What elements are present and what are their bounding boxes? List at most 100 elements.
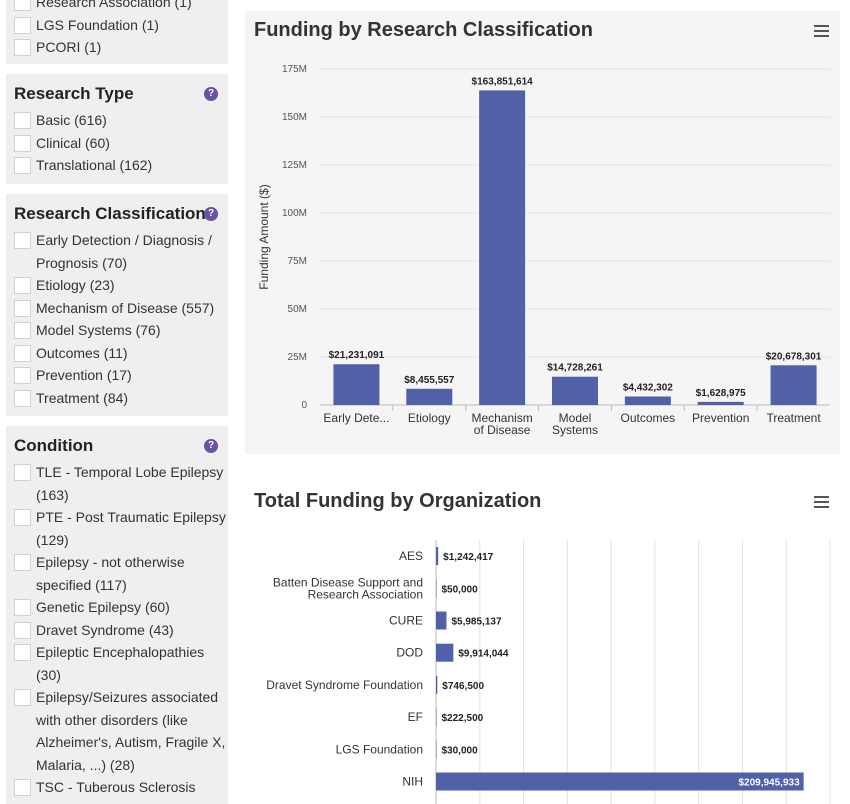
option-label: specified (117) [36,576,127,593]
y-tick-label: 125M [282,160,307,171]
data-label: $163,851,614 [472,76,534,87]
y-tick-label: Research Association [308,587,423,601]
bar [770,365,817,405]
condition-option[interactable]: PTE - Post Traumatic Epilepsy (129) [14,506,226,551]
option-label: LGS Foundation (1) [36,16,159,33]
data-label: $4,432,302 [623,382,673,393]
option-label: Malaria, ...) (28) [36,756,135,773]
research-type-help-icon[interactable]: ? [204,87,218,101]
funder-filter-panel: Research Association (1) LGS Foundation (… [6,0,228,64]
bar [479,90,526,405]
data-label: $1,628,975 [696,388,746,399]
x-tick-label: Etiology [408,411,451,425]
option-label: Mechanism of Disease (557) [36,299,215,316]
checkbox[interactable] [14,0,31,11]
checkbox[interactable] [14,112,31,129]
y-tick-label: LGS Foundation [336,742,423,756]
funder-option[interactable]: PCORI (1) [14,36,222,59]
condition-option[interactable]: Genetic Epilepsy (60) [14,596,222,619]
x-tick-label: Prevention [692,411,749,425]
research-classification-option[interactable]: Mechanism of Disease (557) [14,297,222,320]
data-label: $1,242,417 [443,552,493,563]
checkbox[interactable] [14,509,31,526]
y-tick-label: 50M [288,304,307,315]
checkbox[interactable] [14,464,31,481]
condition-option[interactable]: Epilepsy - not otherwise specified (117) [14,551,222,596]
data-label: $5,985,137 [451,617,501,628]
checkbox[interactable] [14,299,31,317]
condition-option[interactable]: Epileptic Encephalopathies (30) [14,641,222,686]
option-label: with other disorders (like [36,711,188,728]
bar [436,611,447,630]
checkbox[interactable] [14,134,31,152]
option-label: Prognosis (70) [36,254,128,271]
filter-sidebar: Research Association (1) LGS Foundation (… [0,0,234,804]
y-tick-label: Batten Disease Support and [273,575,423,589]
option-label: Prevention (17) [36,367,132,383]
y-tick-label: DOD [396,646,423,660]
checkbox[interactable] [14,599,31,616]
y-tick-label: Dravet Syndrome Foundation [266,678,423,692]
condition-option[interactable]: Epilepsy/Seizures associated with other d… [14,686,226,776]
option-label: Basic (616) [36,112,107,128]
bar [436,740,437,759]
checkbox[interactable] [14,554,31,571]
checkbox[interactable] [14,779,31,796]
option-label: (30) [36,666,61,683]
checkbox[interactable] [14,277,31,294]
option-label: Outcomes (11) [36,344,128,361]
bar [436,772,804,791]
research-classification-option[interactable]: Outcomes (11) [14,342,222,365]
research-type-option[interactable]: Translational (162) [14,154,222,177]
y-tick-label: 150M [282,112,307,123]
option-label: Alzheimer's, Autism, Fragile X, [36,734,226,750]
research-type-option[interactable]: Clinical (60) [14,132,222,155]
research-classification-option[interactable]: Early Detection / Diagnosis / Prognosis (… [14,229,222,274]
condition-option[interactable]: TLE - Temporal Lobe Epilepsy (163) [14,461,223,506]
option-label: PCORI (1) [36,39,102,55]
option-label: Dravet Syndrome (43) [36,621,174,638]
research-type-title: Research Type [14,84,134,103]
checkbox[interactable] [14,367,31,384]
checkbox[interactable] [14,389,31,407]
research-classification-help-icon[interactable]: ? [204,207,218,221]
bar [436,675,438,694]
research-classification-option[interactable]: Model Systems (76) [14,319,222,342]
research-type-option[interactable]: Basic (616) [14,109,222,132]
data-label: $21,231,091 [329,350,385,361]
checkbox[interactable] [14,644,31,661]
organization-bar-chart: $1,242,417 AES $50,000 Batten Disease Suppo… [266,540,831,804]
checkbox[interactable] [14,157,31,174]
checkbox[interactable] [14,232,31,249]
y-tick-label: 0 [301,400,307,411]
condition-help-icon[interactable]: ? [204,439,218,453]
option-label: Translational (162) [36,157,153,173]
option-label: PTE - Post Traumatic Epilepsy [36,509,226,525]
research-classification-option[interactable]: Prevention (17) [14,364,222,387]
checkbox[interactable] [14,39,31,56]
funder-option[interactable]: LGS Foundation (1) [14,14,222,37]
bar [697,401,744,405]
condition-option[interactable]: Dravet Syndrome (43) [14,619,222,642]
checkbox[interactable] [14,322,31,339]
x-tick-label: Model [559,411,592,425]
x-tick-label: Systems [552,423,598,437]
checkbox[interactable] [14,689,31,706]
bar [436,579,437,598]
option-label: (129) [36,531,69,548]
checkbox[interactable] [14,621,31,639]
data-label: $209,945,933 [738,778,800,789]
chart-menu-icon[interactable] [814,496,829,508]
condition-option[interactable]: TSC - Tuberous Sclerosis [14,776,222,799]
research-classification-option[interactable]: Etiology (23) [14,274,222,297]
chart-menu-icon[interactable] [814,25,829,37]
funder-option[interactable]: Research Association (1) [14,0,222,14]
option-label: Etiology (23) [36,277,115,293]
checkbox[interactable] [14,344,31,362]
research-classification-option[interactable]: Treatment (84) [14,387,222,410]
research-classification-title: Research Classification [14,204,206,223]
bar [333,364,380,405]
data-label: $30,000 [442,745,479,756]
checkbox[interactable] [14,16,31,34]
x-tick-label: Outcomes [621,411,676,425]
